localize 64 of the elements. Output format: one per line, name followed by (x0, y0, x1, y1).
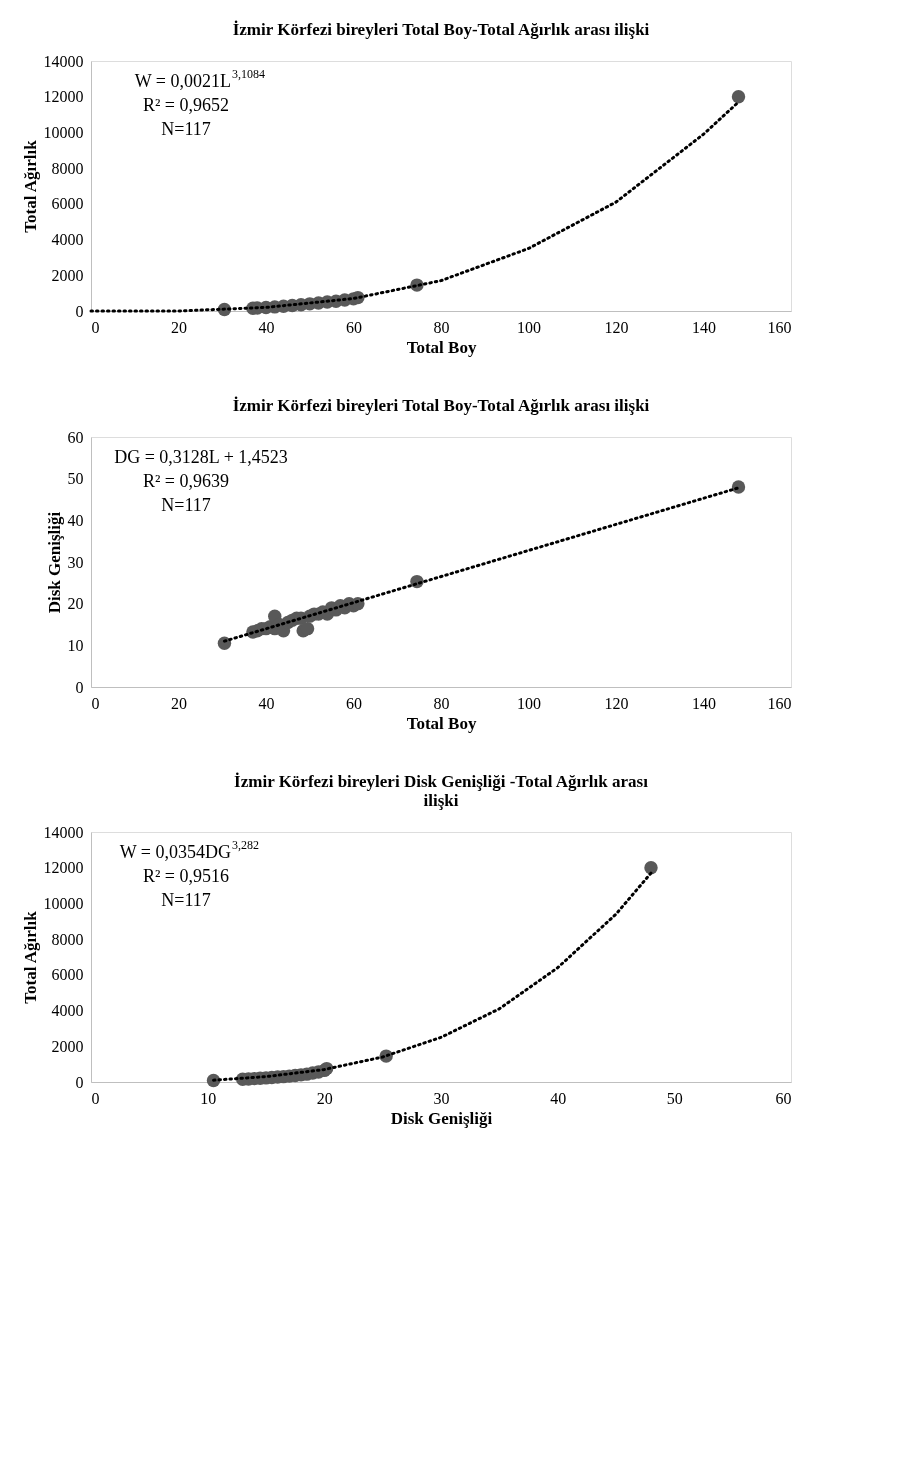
y-tick-label: 2000 (51, 1037, 84, 1055)
y-axis-title: Disk Genişliği (44, 511, 64, 614)
x-tick-label: 20 (171, 694, 187, 712)
annotation: R² = 0,9639 (142, 471, 230, 491)
y-axis-title: Total Ağırlık (20, 910, 40, 1004)
x-tick-label: 0 (91, 694, 100, 712)
y-tick-label: 10000 (43, 894, 84, 912)
annotation: R² = 0,9652 (142, 95, 230, 115)
y-tick-label: 6000 (51, 966, 84, 984)
y-tick-label: 50 (67, 470, 84, 488)
annotation: N=117 (161, 890, 211, 910)
annotation: N=117 (161, 495, 211, 515)
y-tick-label: 0 (75, 1073, 84, 1091)
x-tick-label: 120 (604, 694, 629, 712)
x-axis-title: Total Boy (406, 337, 477, 357)
x-tick-label: 160 (767, 318, 792, 336)
y-tick-label: 2000 (51, 266, 84, 284)
y-tick-label: 40 (67, 511, 84, 529)
x-tick-label: 10 (200, 1089, 217, 1107)
x-tick-label: 30 (433, 1089, 450, 1107)
x-tick-label: 60 (775, 1089, 792, 1107)
x-tick-label: 100 (517, 318, 541, 336)
annotation: DG = 0,3128L + 1,4523 (114, 447, 288, 467)
x-tick-label: 20 (316, 1089, 333, 1107)
y-tick-label: 14000 (43, 52, 84, 70)
x-tick-label: 60 (346, 694, 362, 712)
x-tick-label: 140 (692, 318, 716, 336)
x-tick-label: 40 (258, 318, 275, 336)
y-tick-label: 20 (67, 595, 84, 613)
y-tick-label: 8000 (51, 930, 84, 948)
x-tick-label: 120 (604, 318, 629, 336)
chart-title: İzmir Körfezi bireyleri Disk Genişliği -Total Ağırlık arası ilişki (234, 772, 649, 810)
annotation: N=117 (161, 119, 211, 139)
y-tick-label: 10000 (43, 123, 84, 141)
y-tick-label: 30 (67, 553, 84, 571)
y-tick-label: 4000 (51, 231, 84, 249)
y-tick-label: 14000 (43, 823, 84, 841)
x-tick-label: 160 (767, 694, 792, 712)
y-tick-label: 4000 (51, 1002, 84, 1020)
x-tick-label: 80 (433, 318, 450, 336)
y-tick-label: 60 (67, 428, 84, 446)
x-tick-label: 50 (666, 1089, 683, 1107)
x-tick-label: 0 (91, 318, 100, 336)
y-tick-label: 6000 (51, 195, 84, 213)
x-tick-label: 60 (346, 318, 362, 336)
x-axis-title: Total Boy (406, 713, 477, 733)
chart-title: İzmir Körfezi bireyleri Total Boy-Total Ağırlık arası ilişki (232, 396, 650, 415)
chart-title: İzmir Körfezi bireyleri Total Boy-Total Ağırlık arası ilişki (232, 20, 650, 39)
x-tick-label: 100 (517, 694, 541, 712)
y-tick-label: 10 (67, 636, 84, 654)
y-axis-title: Total Ağırlık (20, 139, 40, 233)
x-tick-label: 40 (550, 1089, 567, 1107)
y-tick-label: 0 (75, 302, 84, 320)
x-tick-label: 140 (692, 694, 716, 712)
annotation: R² = 0,9516 (142, 866, 230, 886)
x-axis-title: Disk Genişliği (390, 1108, 493, 1128)
x-tick-label: 80 (433, 694, 450, 712)
y-tick-label: 8000 (51, 159, 84, 177)
x-tick-label: 20 (171, 318, 187, 336)
x-tick-label: 0 (91, 1089, 100, 1107)
y-tick-label: 12000 (43, 88, 84, 106)
y-tick-label: 0 (75, 678, 84, 696)
y-tick-label: 12000 (43, 859, 84, 877)
x-tick-label: 40 (258, 694, 275, 712)
